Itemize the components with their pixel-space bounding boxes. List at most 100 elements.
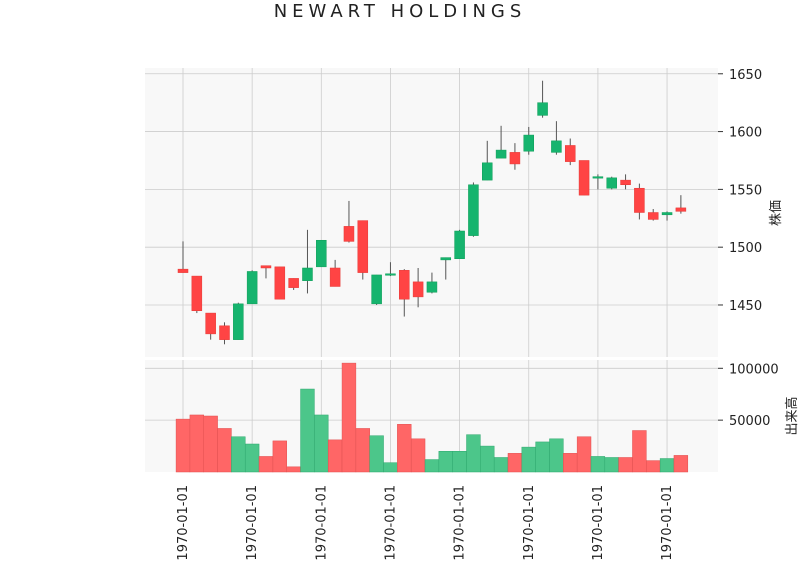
- candle-down: [509, 143, 521, 170]
- candle-down: [274, 266, 286, 300]
- candle-up: [592, 174, 604, 190]
- candle-body: [523, 134, 534, 152]
- volume-bar-up: [369, 435, 384, 473]
- volume-bar-up: [521, 446, 536, 473]
- volume-bar-down: [272, 440, 287, 473]
- candle-up: [371, 274, 382, 305]
- candle-up: [440, 257, 452, 280]
- candle-up: [302, 229, 313, 294]
- price-panel: 1450 1500 1550 1600 1650: [145, 68, 762, 357]
- x-tick-label: 1970-01-01: [453, 485, 468, 561]
- price-axis-label: 株価: [769, 200, 784, 226]
- candle-down: [329, 259, 341, 287]
- candle-body: [385, 273, 396, 276]
- candle-down: [357, 220, 369, 280]
- candle-up: [482, 140, 493, 181]
- candle-down: [620, 174, 631, 190]
- candle-body: [426, 281, 438, 293]
- candle-down: [634, 183, 645, 220]
- candle-body: [219, 325, 230, 340]
- x-axis: 1970-01-01 1970-01-01 1970-01-01 1970-01-01…: [176, 485, 675, 561]
- volume-bar-down: [618, 457, 633, 473]
- candle-body: [551, 140, 562, 153]
- volume-bar-down: [563, 453, 578, 473]
- candle-body: [302, 267, 313, 281]
- volume-bar-down: [397, 424, 412, 473]
- volume-bar-down: [576, 436, 592, 473]
- volume-bar-up: [535, 441, 550, 473]
- candle-up: [233, 302, 244, 340]
- volume-bar-up: [300, 388, 315, 473]
- volume-bar-down: [203, 415, 218, 473]
- volume-bar-down: [507, 453, 523, 473]
- volume-bar-down: [646, 460, 661, 473]
- candle-body: [274, 266, 286, 300]
- candle-down: [219, 322, 230, 345]
- candle-body: [468, 184, 479, 236]
- x-tick-label: 1970-01-01: [383, 485, 398, 561]
- x-tick-label: 1970-01-01: [314, 485, 329, 561]
- volume-bar-down: [286, 466, 301, 473]
- volume-bar-up: [244, 443, 260, 473]
- candle-body: [661, 212, 673, 216]
- candle-body: [329, 267, 341, 287]
- candle-body: [454, 230, 465, 259]
- x-tick-label: 1970-01-01: [591, 485, 606, 561]
- candle-down: [205, 312, 216, 340]
- candle-down: [399, 269, 410, 317]
- candle-down: [191, 275, 203, 314]
- chart-title: NEWART HOLDINGS: [274, 1, 527, 22]
- candle-body: [260, 265, 272, 269]
- price-tick-label: 1500: [729, 241, 762, 256]
- price-tick-label: 1600: [729, 126, 762, 141]
- candle-down: [288, 278, 299, 290]
- volume-bar-up: [480, 445, 495, 473]
- candle-up: [606, 176, 617, 190]
- volume-panel: 50000 100000: [145, 360, 779, 473]
- candle-body: [399, 270, 410, 300]
- x-tick-label: 1970-01-01: [660, 485, 675, 561]
- candle-body: [177, 268, 189, 273]
- candle-body: [564, 145, 576, 162]
- candle-body: [357, 220, 369, 273]
- candle-body: [316, 239, 327, 268]
- candle-body: [647, 212, 659, 220]
- volume-bar-up: [231, 436, 246, 473]
- candle-body: [412, 281, 424, 298]
- candle-down: [578, 160, 590, 196]
- volume-bar-down: [341, 362, 357, 473]
- volume-bar-up: [466, 434, 481, 473]
- candle-down: [412, 267, 424, 308]
- candle-down: [675, 195, 687, 214]
- volume-bar-up: [604, 457, 619, 473]
- candle-down: [564, 138, 576, 166]
- price-panel-background: [145, 68, 718, 357]
- volume-bar-up: [549, 438, 564, 473]
- volume-bar-up: [590, 456, 606, 473]
- volume-bar-down: [355, 428, 370, 473]
- volume-bar-down: [189, 414, 204, 473]
- candle-up: [537, 80, 548, 118]
- candle-body: [495, 149, 507, 159]
- candle-body: [440, 257, 452, 261]
- candle-body: [246, 271, 258, 305]
- price-tick-label: 1550: [729, 183, 762, 198]
- candle-body: [675, 207, 687, 212]
- volume-bar-up: [452, 451, 467, 473]
- volume-axis-label: 出来高: [784, 396, 800, 435]
- volume-bar-up: [493, 457, 509, 473]
- volume-bar-down: [258, 456, 274, 473]
- candle-body: [233, 303, 244, 340]
- volume-bar-down: [673, 455, 689, 473]
- candle-up: [316, 239, 327, 268]
- price-tick-label: 1650: [729, 68, 762, 83]
- volume-tick-label: 100000: [729, 362, 779, 377]
- candle-up: [426, 272, 438, 294]
- volume-bar-up: [383, 462, 398, 473]
- candle-up: [454, 229, 465, 259]
- volume-bar-down: [632, 430, 647, 473]
- candle-body: [578, 160, 590, 196]
- x-tick-label: 1970-01-01: [522, 485, 537, 561]
